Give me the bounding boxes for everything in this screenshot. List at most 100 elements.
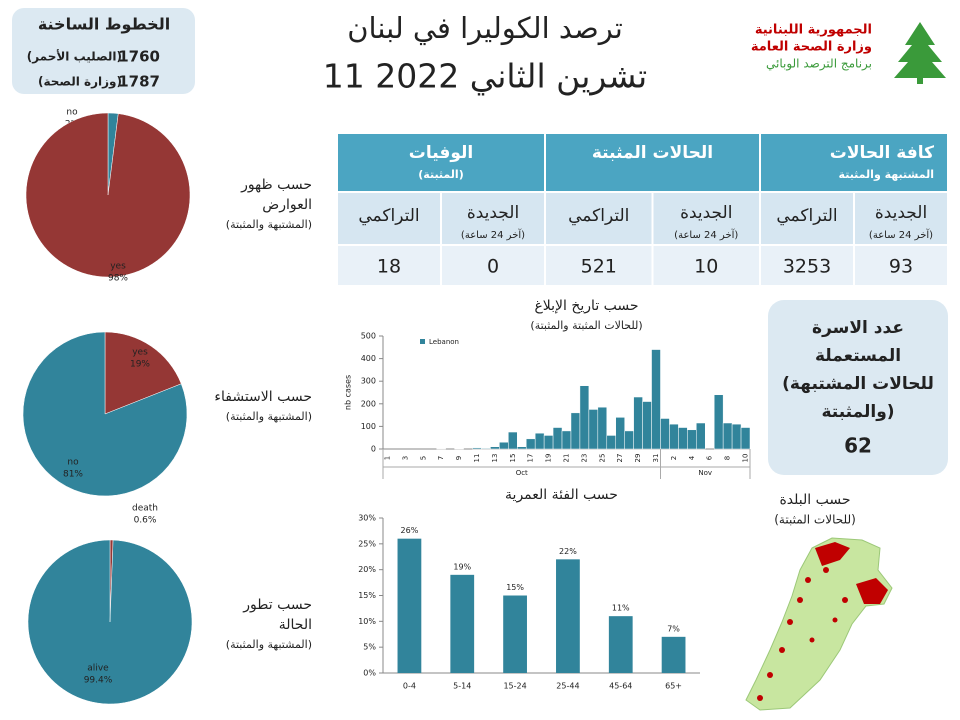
- x-tick-label: 10: [742, 454, 750, 463]
- x-tick-label: 27: [616, 454, 624, 463]
- y-tick-label: 500: [361, 332, 376, 341]
- bar-value-label: 22%: [559, 547, 577, 556]
- x-tick-label: 65+: [665, 682, 682, 691]
- table-column-label: التراكمي: [568, 206, 629, 226]
- bar: [651, 349, 661, 450]
- x-tick-label: 19: [545, 454, 553, 463]
- hotline-title: الخطوط الساخنة: [38, 15, 170, 34]
- bar: [608, 616, 633, 673]
- x-tick-label: 23: [580, 454, 588, 463]
- table-column-label: التراكمي: [776, 206, 837, 226]
- cedar-logo: [894, 22, 946, 84]
- table-column-label: الجديدة: [875, 203, 927, 223]
- pie-side-label: الحالة: [279, 617, 312, 633]
- y-tick-label: 0%: [363, 669, 376, 678]
- table-value: 3253: [783, 256, 831, 278]
- bar: [740, 427, 751, 450]
- month-label: Nov: [698, 469, 712, 477]
- table-group-title: الوفيات: [409, 143, 473, 163]
- table-value: 93: [889, 256, 913, 278]
- hotline-number: 1760: [118, 48, 160, 66]
- x-tick-label: 15: [509, 454, 517, 463]
- x-tick-label: 5-14: [453, 682, 471, 691]
- bar: [713, 394, 724, 450]
- y-tick-label: 30%: [358, 514, 376, 523]
- y-tick-label: 20%: [358, 565, 376, 574]
- table-column-label: التراكمي: [358, 206, 419, 226]
- table-column-label: الجديدة: [680, 203, 732, 223]
- x-tick-label: 29: [634, 454, 642, 463]
- table-value-cell: [853, 244, 949, 287]
- table-subheader-cell: [440, 191, 546, 246]
- table-header-cell: [336, 132, 546, 193]
- x-tick-label: 0-4: [403, 682, 416, 691]
- bar-value-label: 19%: [453, 562, 471, 571]
- bar: [669, 423, 679, 450]
- pie-slice: [25, 112, 191, 278]
- table-column-note: (آخر 24 ساعة): [869, 228, 933, 241]
- bar: [508, 431, 518, 450]
- bar: [579, 385, 590, 450]
- x-tick-label: 1: [383, 456, 391, 460]
- bar: [642, 401, 652, 450]
- bar-value-label: 11%: [612, 604, 630, 613]
- x-tick-label: 31: [652, 454, 660, 463]
- pie-value-label: 0.6%: [134, 516, 157, 526]
- table-value-cell: [336, 244, 442, 287]
- pie-slice: [104, 331, 182, 415]
- table-value-cell: [544, 244, 654, 287]
- pie-value-label: 99.4%: [84, 676, 113, 686]
- bar: [397, 538, 422, 673]
- y-tick-label: 300: [361, 377, 376, 386]
- pie-value-label: 81%: [63, 470, 83, 480]
- pie-side-label: حسب الاستشفاء: [214, 389, 312, 405]
- pie-side-label: العوارض: [262, 197, 312, 213]
- pie-value-label: 98%: [108, 274, 128, 284]
- hotline-box: [12, 8, 195, 94]
- month-label: Oct: [516, 469, 528, 477]
- page-title: ترصد الكوليرا في لبنان: [347, 11, 623, 46]
- family-box-text: (للحالات المشتبهة: [782, 374, 934, 394]
- x-tick-label: 9: [455, 456, 463, 460]
- bar: [450, 574, 475, 673]
- bar: [561, 430, 572, 450]
- y-tick-label: 25%: [358, 539, 376, 548]
- bar: [687, 429, 697, 450]
- pie-label: no: [66, 108, 78, 118]
- pie-label: death: [132, 504, 158, 514]
- pie-label: yes: [110, 262, 126, 272]
- table-header-cell: [759, 132, 949, 193]
- x-tick-label: 21: [563, 454, 571, 463]
- legend-swatch: [420, 339, 425, 344]
- table-subheader-cell: [853, 191, 949, 246]
- pie-value-label: 19%: [130, 360, 150, 370]
- bar: [624, 430, 634, 450]
- table-group-title: الحالات المثبتة: [592, 143, 713, 163]
- table-value: 10: [694, 256, 718, 278]
- bar: [615, 417, 625, 450]
- bar: [633, 396, 643, 450]
- bar: [556, 559, 580, 673]
- table-value-cell: [440, 244, 546, 287]
- family-box-value: 62: [844, 434, 872, 458]
- family-box-text: المستعملة: [815, 346, 901, 366]
- y-tick-label: 100: [361, 422, 376, 431]
- hotline-label: (الصليب الأحمر): [27, 49, 122, 64]
- pie-side-label: حسب تطور: [242, 597, 312, 613]
- x-tick-label: 4: [688, 455, 696, 460]
- hotline-label: (وزارة الصحة): [38, 75, 122, 90]
- bar: [722, 422, 733, 450]
- bar: [472, 447, 482, 450]
- table-value: 0: [487, 256, 499, 278]
- bar: [525, 438, 536, 450]
- table-column-note: (آخر 24 ساعة): [674, 228, 738, 241]
- map-title: حسب البلدة: [779, 492, 850, 508]
- pie-side-subtitle: (المشتبهة والمثبتة): [226, 638, 312, 651]
- legend-label: Lebanon: [429, 338, 459, 346]
- pie-side-label: حسب ظهور: [240, 177, 312, 193]
- bar: [731, 423, 742, 450]
- bar-value-label: 15%: [506, 583, 524, 592]
- y-axis-label: nb cases: [344, 375, 353, 410]
- map-subtitle: (للحالات المثبتة): [774, 513, 856, 527]
